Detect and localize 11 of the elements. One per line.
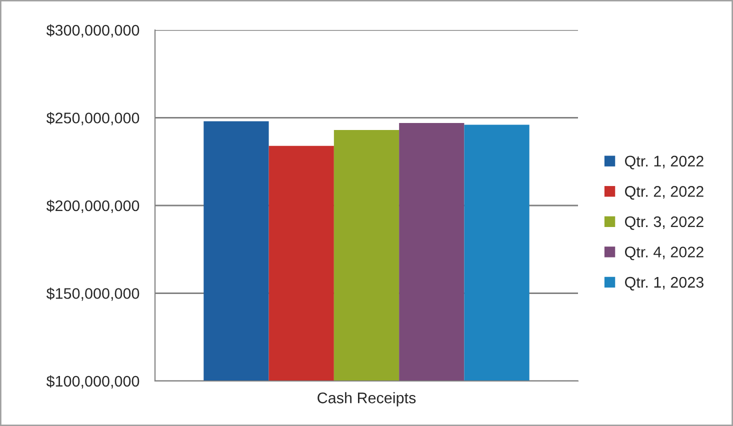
y-tick-label: $100,000,000 (46, 375, 140, 388)
y-tick-label: $250,000,000 (46, 112, 140, 126)
y-tick-label: $300,000,000 (46, 24, 140, 38)
legend-label: Qtr. 2, 2022 (625, 186, 704, 200)
x-tick-label: Cash Receipts (318, 392, 416, 406)
legend-label: Qtr. 3, 2022 (625, 216, 704, 230)
legend-label: Qtr. 1, 2023 (625, 276, 704, 290)
y-tick-label: $200,000,000 (46, 200, 140, 213)
legend-label: Qtr. 4, 2022 (625, 246, 704, 260)
y-tick-label: $150,000,000 (46, 287, 140, 301)
legend-label: Qtr. 1, 2022 (625, 156, 704, 170)
